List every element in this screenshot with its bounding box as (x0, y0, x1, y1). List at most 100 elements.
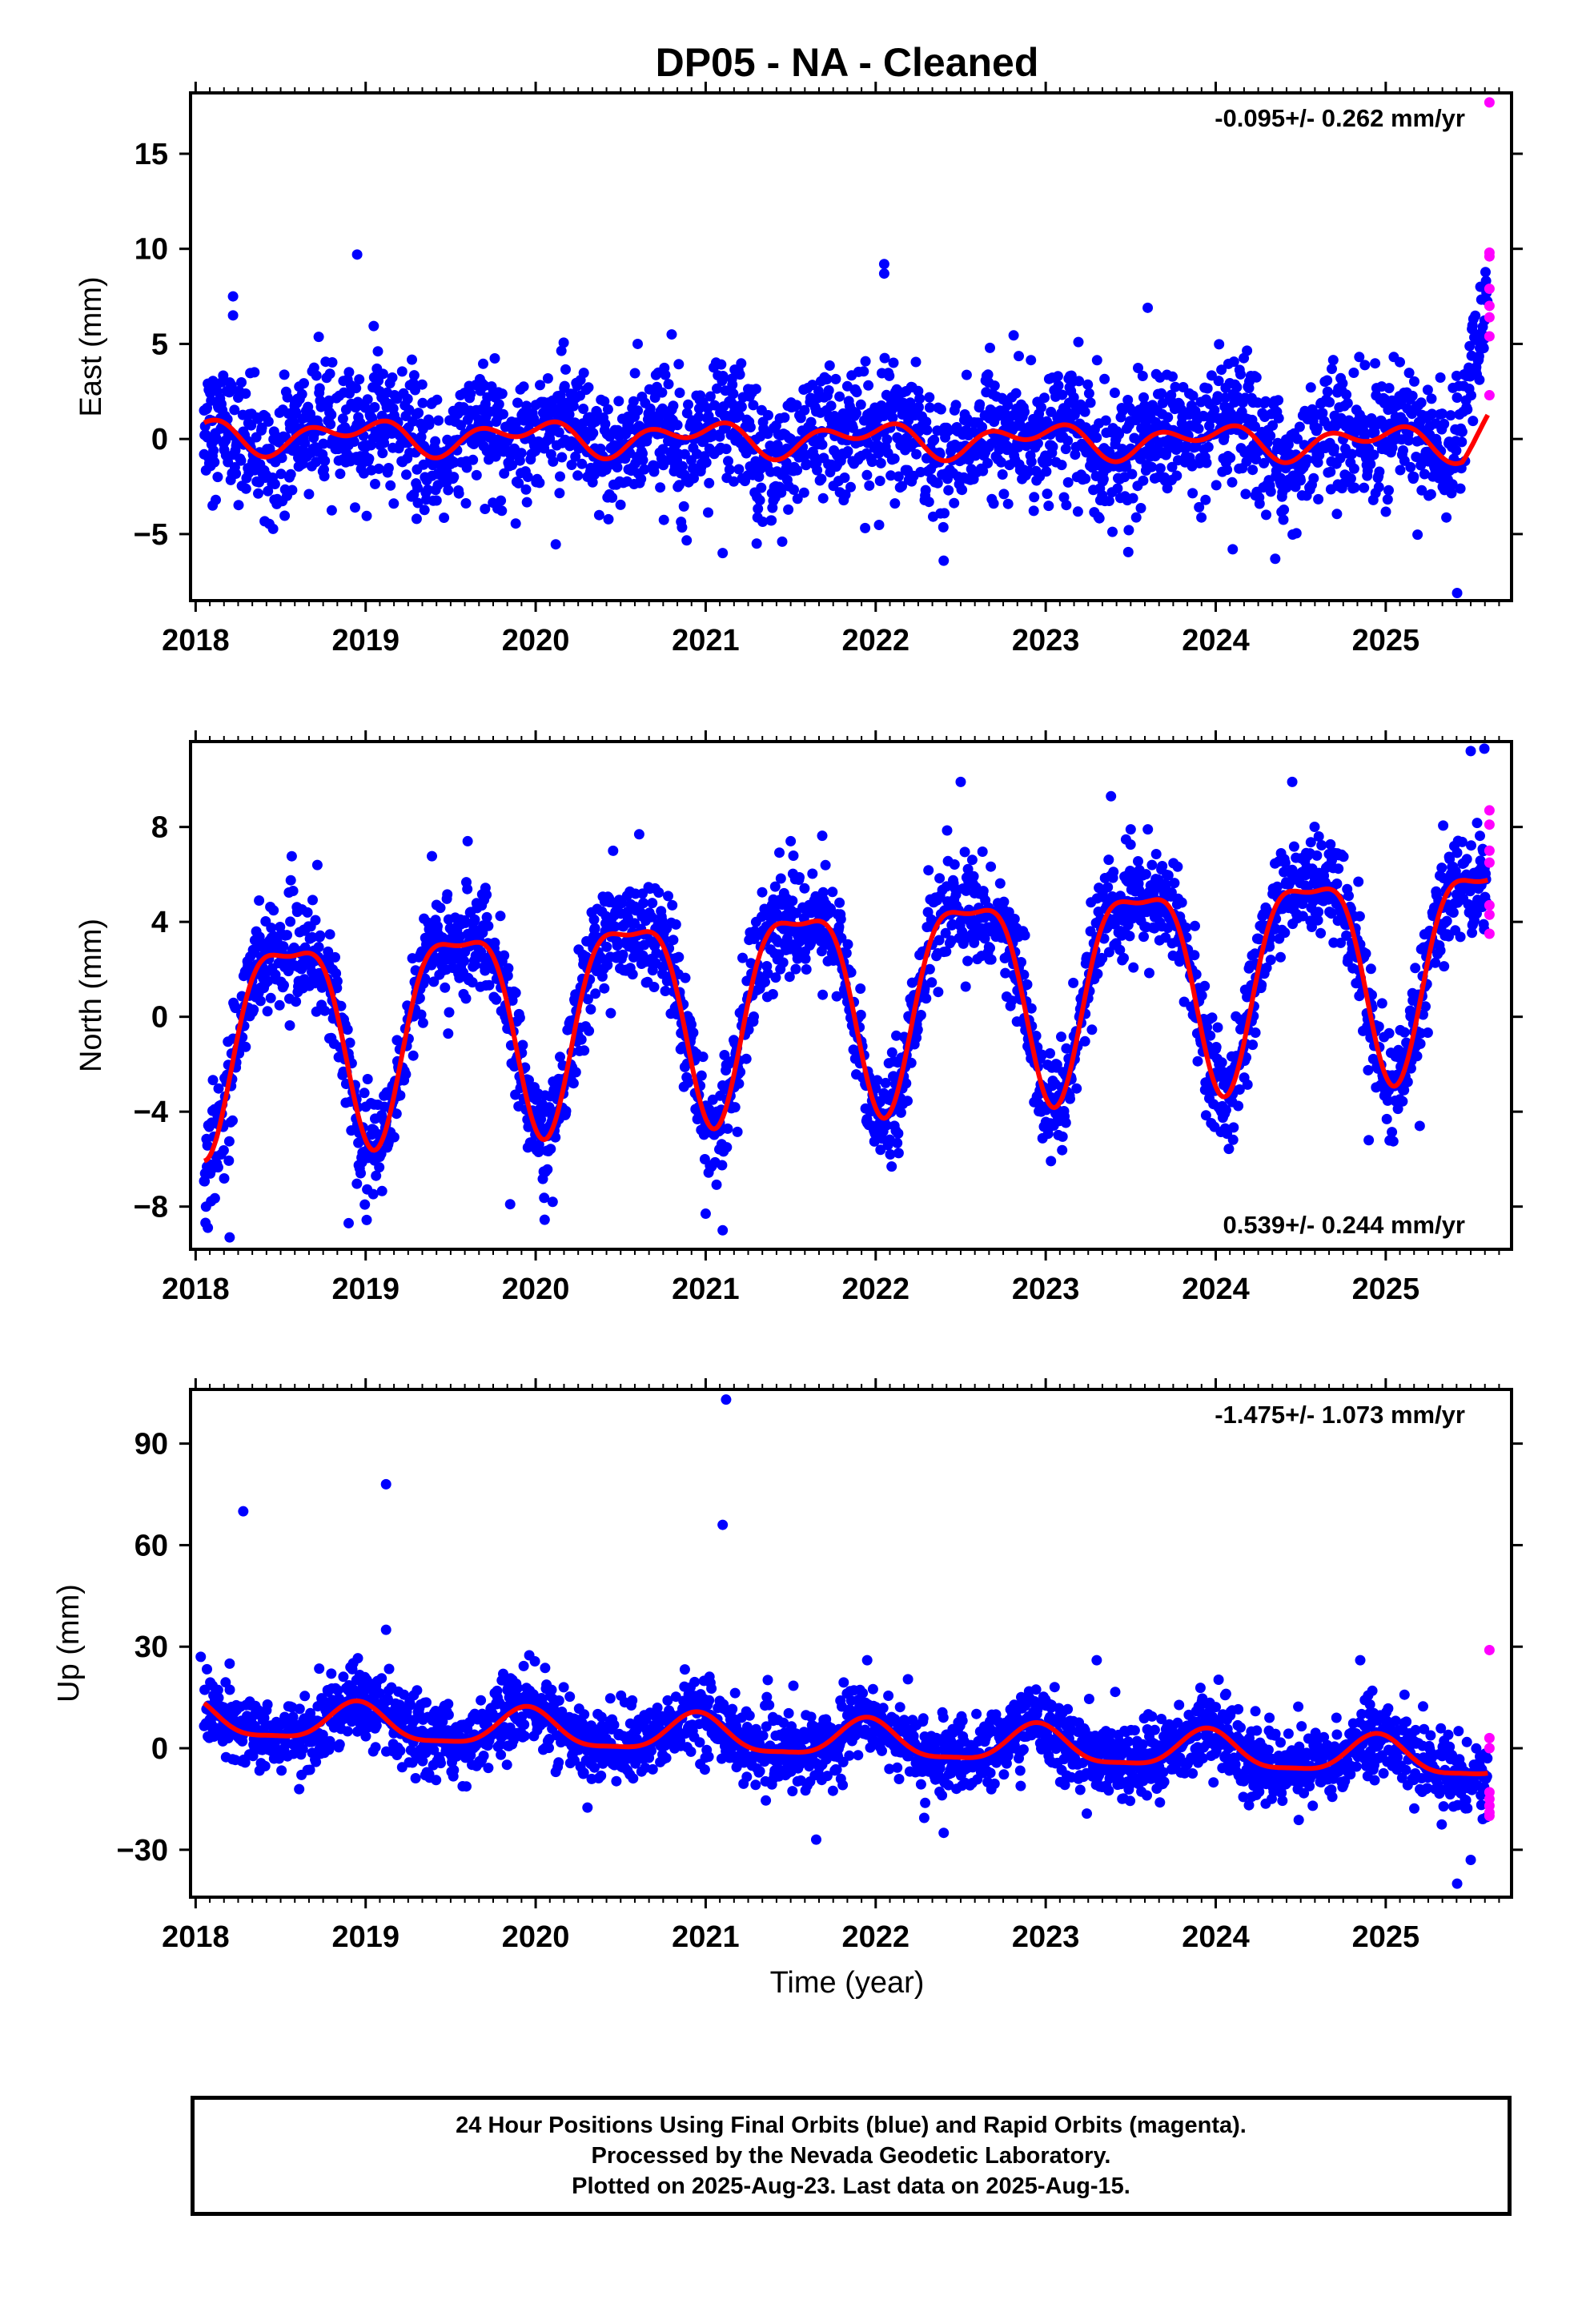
data-point (1402, 1076, 1413, 1088)
data-point (231, 468, 242, 479)
data-point (522, 472, 533, 482)
data-point (801, 964, 812, 975)
data-point (326, 409, 337, 420)
data-point (1408, 471, 1419, 482)
y-tick-label: 10 (135, 233, 168, 267)
data-point (997, 469, 1008, 480)
data-point (461, 462, 472, 473)
data-point (1047, 441, 1058, 452)
data-point (305, 408, 316, 420)
data-point (416, 379, 428, 390)
data-point (513, 477, 524, 489)
data-point (866, 456, 877, 468)
data-point (683, 399, 693, 410)
data-point (977, 846, 988, 857)
data-point (1196, 990, 1207, 1001)
data-point (693, 420, 704, 432)
y-tick-label: 0 (151, 423, 168, 456)
data-point (418, 459, 429, 470)
data-point (985, 943, 995, 954)
data-point (1227, 476, 1238, 488)
data-point (1144, 967, 1154, 979)
data-point (629, 368, 640, 379)
data-point (1140, 869, 1151, 880)
data-point (209, 456, 220, 468)
data-point (1233, 1100, 1244, 1112)
data-point (319, 1005, 331, 1016)
data-point (229, 404, 240, 416)
data-point (663, 379, 674, 390)
data-point (681, 535, 693, 546)
data-point (1313, 907, 1324, 918)
data-point (558, 337, 569, 348)
data-point (767, 989, 778, 999)
data-point (1085, 397, 1096, 408)
data-point (510, 518, 521, 529)
data-point (1138, 475, 1149, 486)
data-point (1305, 382, 1316, 393)
data-point (1365, 963, 1376, 975)
data-point (1359, 360, 1371, 371)
data-point (1462, 404, 1473, 415)
data-point (1242, 1079, 1253, 1090)
data-point (550, 539, 561, 550)
data-point (377, 368, 388, 380)
data-point (387, 372, 398, 383)
chart-title: DP05 - NA - Cleaned (656, 40, 1039, 85)
data-point (207, 500, 219, 511)
data-point (1451, 445, 1462, 456)
data-point (1435, 372, 1446, 383)
data-point (275, 468, 287, 480)
data-point (608, 845, 619, 856)
data-point (879, 352, 890, 364)
data-point (677, 460, 688, 472)
data-point (276, 452, 287, 464)
data-point (1216, 1057, 1227, 1068)
data-point (751, 538, 762, 549)
data-point (254, 895, 265, 906)
data-point (1349, 482, 1360, 493)
data-point (576, 1034, 587, 1045)
data-point (754, 495, 765, 506)
data-point (1200, 494, 1211, 505)
data-point (539, 1214, 550, 1225)
data-point (279, 369, 290, 380)
data-point (823, 385, 834, 396)
data-point (373, 463, 384, 474)
data-point (860, 356, 871, 367)
data-point (1106, 790, 1117, 802)
data-point (282, 392, 293, 403)
data-point (728, 388, 739, 400)
data-point (1456, 426, 1468, 437)
data-point (679, 448, 690, 460)
data-point (703, 507, 713, 518)
data-point (209, 1192, 220, 1204)
data-point (1079, 406, 1090, 417)
data-point (615, 499, 626, 510)
data-point (842, 446, 853, 456)
data-point (1382, 494, 1393, 505)
data-point (858, 366, 869, 377)
data-point (417, 397, 428, 408)
rapid-point (1484, 300, 1495, 312)
data-point (603, 513, 614, 525)
data-point (820, 859, 831, 870)
data-point (835, 914, 846, 925)
data-point (799, 883, 810, 894)
data-point (727, 379, 738, 390)
data-point (1227, 544, 1239, 555)
data-point (632, 405, 644, 416)
data-point (935, 404, 946, 415)
data-point (1452, 588, 1463, 599)
data-point (287, 886, 299, 896)
data-point (354, 374, 365, 385)
data-point (779, 412, 790, 423)
data-point (1425, 489, 1436, 500)
data-point (440, 982, 451, 993)
data-point (988, 498, 999, 509)
data-point (1045, 1047, 1055, 1059)
data-point (555, 471, 565, 482)
data-point (878, 268, 889, 279)
data-point (704, 477, 715, 489)
data-point (1107, 526, 1118, 537)
